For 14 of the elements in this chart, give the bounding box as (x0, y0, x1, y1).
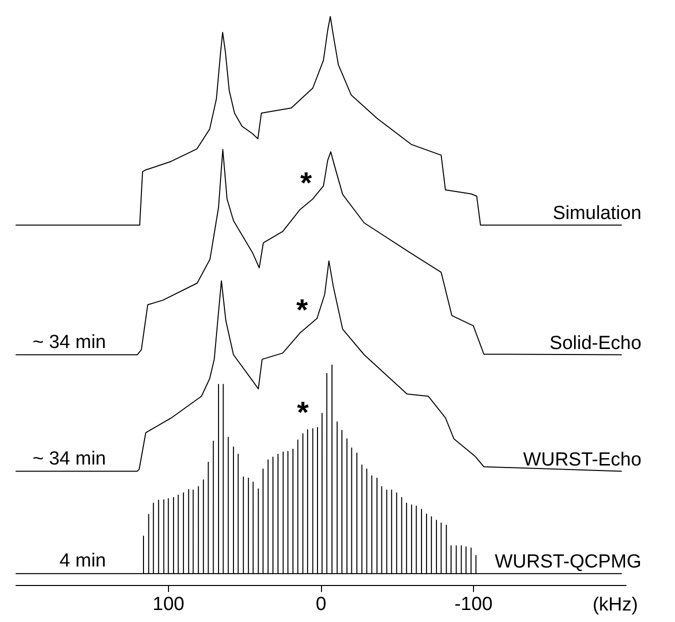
x-tick-label: -100 (454, 594, 493, 615)
annotation: * (297, 396, 310, 430)
x-tick-label: 100 (152, 594, 184, 615)
annotation: * (296, 294, 308, 327)
series-label: Simulation (552, 203, 642, 224)
x-axis-title: (kHz) (592, 594, 638, 616)
series-label: WURST-QCPMG (494, 552, 642, 573)
annotation: * (300, 167, 312, 200)
annotation: 4 min (60, 550, 106, 572)
annotation: ~ 34 min (32, 332, 106, 353)
series-label: WURST-Echo (523, 449, 642, 470)
series-label: Solid-Echo (550, 332, 642, 354)
x-tick-label: 0 (316, 594, 326, 615)
annotation: ~ 34 min (32, 448, 106, 470)
